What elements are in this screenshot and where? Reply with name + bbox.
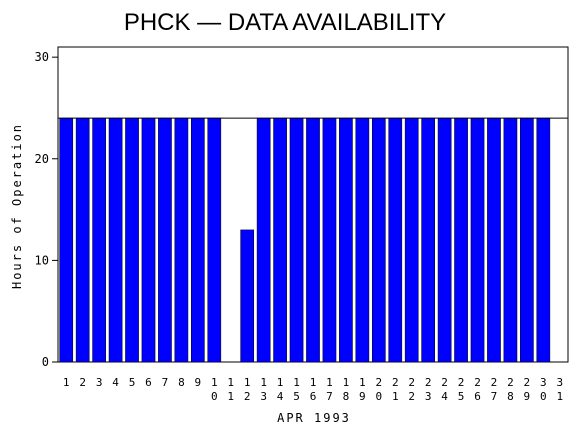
x-tick-label: 4 [109, 376, 122, 390]
y-tick-label: 10 [35, 253, 49, 267]
bar [125, 117, 139, 363]
bar [322, 117, 337, 363]
x-tick-label: 10 [208, 376, 221, 404]
bar [437, 117, 452, 363]
x-tick-label: 1 [60, 376, 73, 390]
x-tick-label: 29 [520, 376, 533, 404]
x-tick-label: 15 [290, 376, 303, 404]
x-tick-label: 8 [175, 376, 188, 390]
bar [487, 117, 501, 363]
bar [207, 117, 222, 363]
x-tick-label: 13 [257, 376, 270, 404]
bar [520, 117, 534, 363]
bar [256, 117, 271, 363]
x-tick-label: 27 [487, 376, 500, 404]
x-tick-label: 25 [455, 376, 468, 404]
bar [191, 117, 205, 363]
bar [339, 117, 353, 363]
bar [371, 117, 386, 363]
bar [503, 117, 518, 363]
x-tick-label: 9 [191, 376, 204, 390]
y-axis-label: Hours of Operation [10, 123, 24, 289]
bar [273, 117, 287, 363]
x-axis-label: APR 1993 [277, 411, 351, 425]
x-tick-label: 21 [389, 376, 402, 404]
x-tick-label: 5 [126, 376, 139, 390]
x-tick-label: 18 [339, 376, 352, 404]
y-tick-label: 30 [35, 50, 49, 64]
x-tick-label: 11 [224, 376, 237, 404]
x-tick-label: 28 [504, 376, 517, 404]
x-tick-label: 30 [537, 376, 550, 404]
bar [454, 117, 468, 363]
x-tick-label: 12 [241, 376, 254, 404]
bar [108, 117, 123, 363]
x-tick-label: 22 [405, 376, 418, 404]
x-tick-label: 7 [158, 376, 171, 390]
x-tick-label: 6 [142, 376, 155, 390]
bar [404, 117, 419, 363]
x-tick-label: 19 [356, 376, 369, 404]
bar [470, 117, 485, 363]
x-tick-label: 31 [553, 376, 566, 404]
bar [289, 117, 304, 363]
x-tick-label: 2 [76, 376, 89, 390]
x-tick-label: 23 [422, 376, 435, 404]
x-tick-label: 16 [307, 376, 320, 404]
bar [536, 117, 551, 363]
bar [421, 117, 435, 363]
bar [141, 117, 156, 363]
x-tick-label: 24 [438, 376, 451, 404]
y-tick-label: 20 [35, 152, 49, 166]
bar [355, 117, 370, 363]
x-tick-label: 26 [471, 376, 484, 404]
x-tick-label: 3 [93, 376, 106, 390]
bar [75, 117, 90, 363]
bar [174, 117, 189, 363]
bar [388, 117, 403, 363]
bar [59, 117, 74, 363]
chart-title: PHCK — DATA AVAILABILITY [124, 9, 446, 36]
x-tick-label: 20 [372, 376, 385, 404]
x-tick-label: 17 [323, 376, 336, 404]
x-tick-label: 14 [274, 376, 287, 404]
bar [158, 117, 172, 363]
bar [240, 229, 255, 363]
bar [306, 117, 320, 363]
y-tick-label: 0 [42, 355, 49, 369]
bar [92, 117, 106, 363]
